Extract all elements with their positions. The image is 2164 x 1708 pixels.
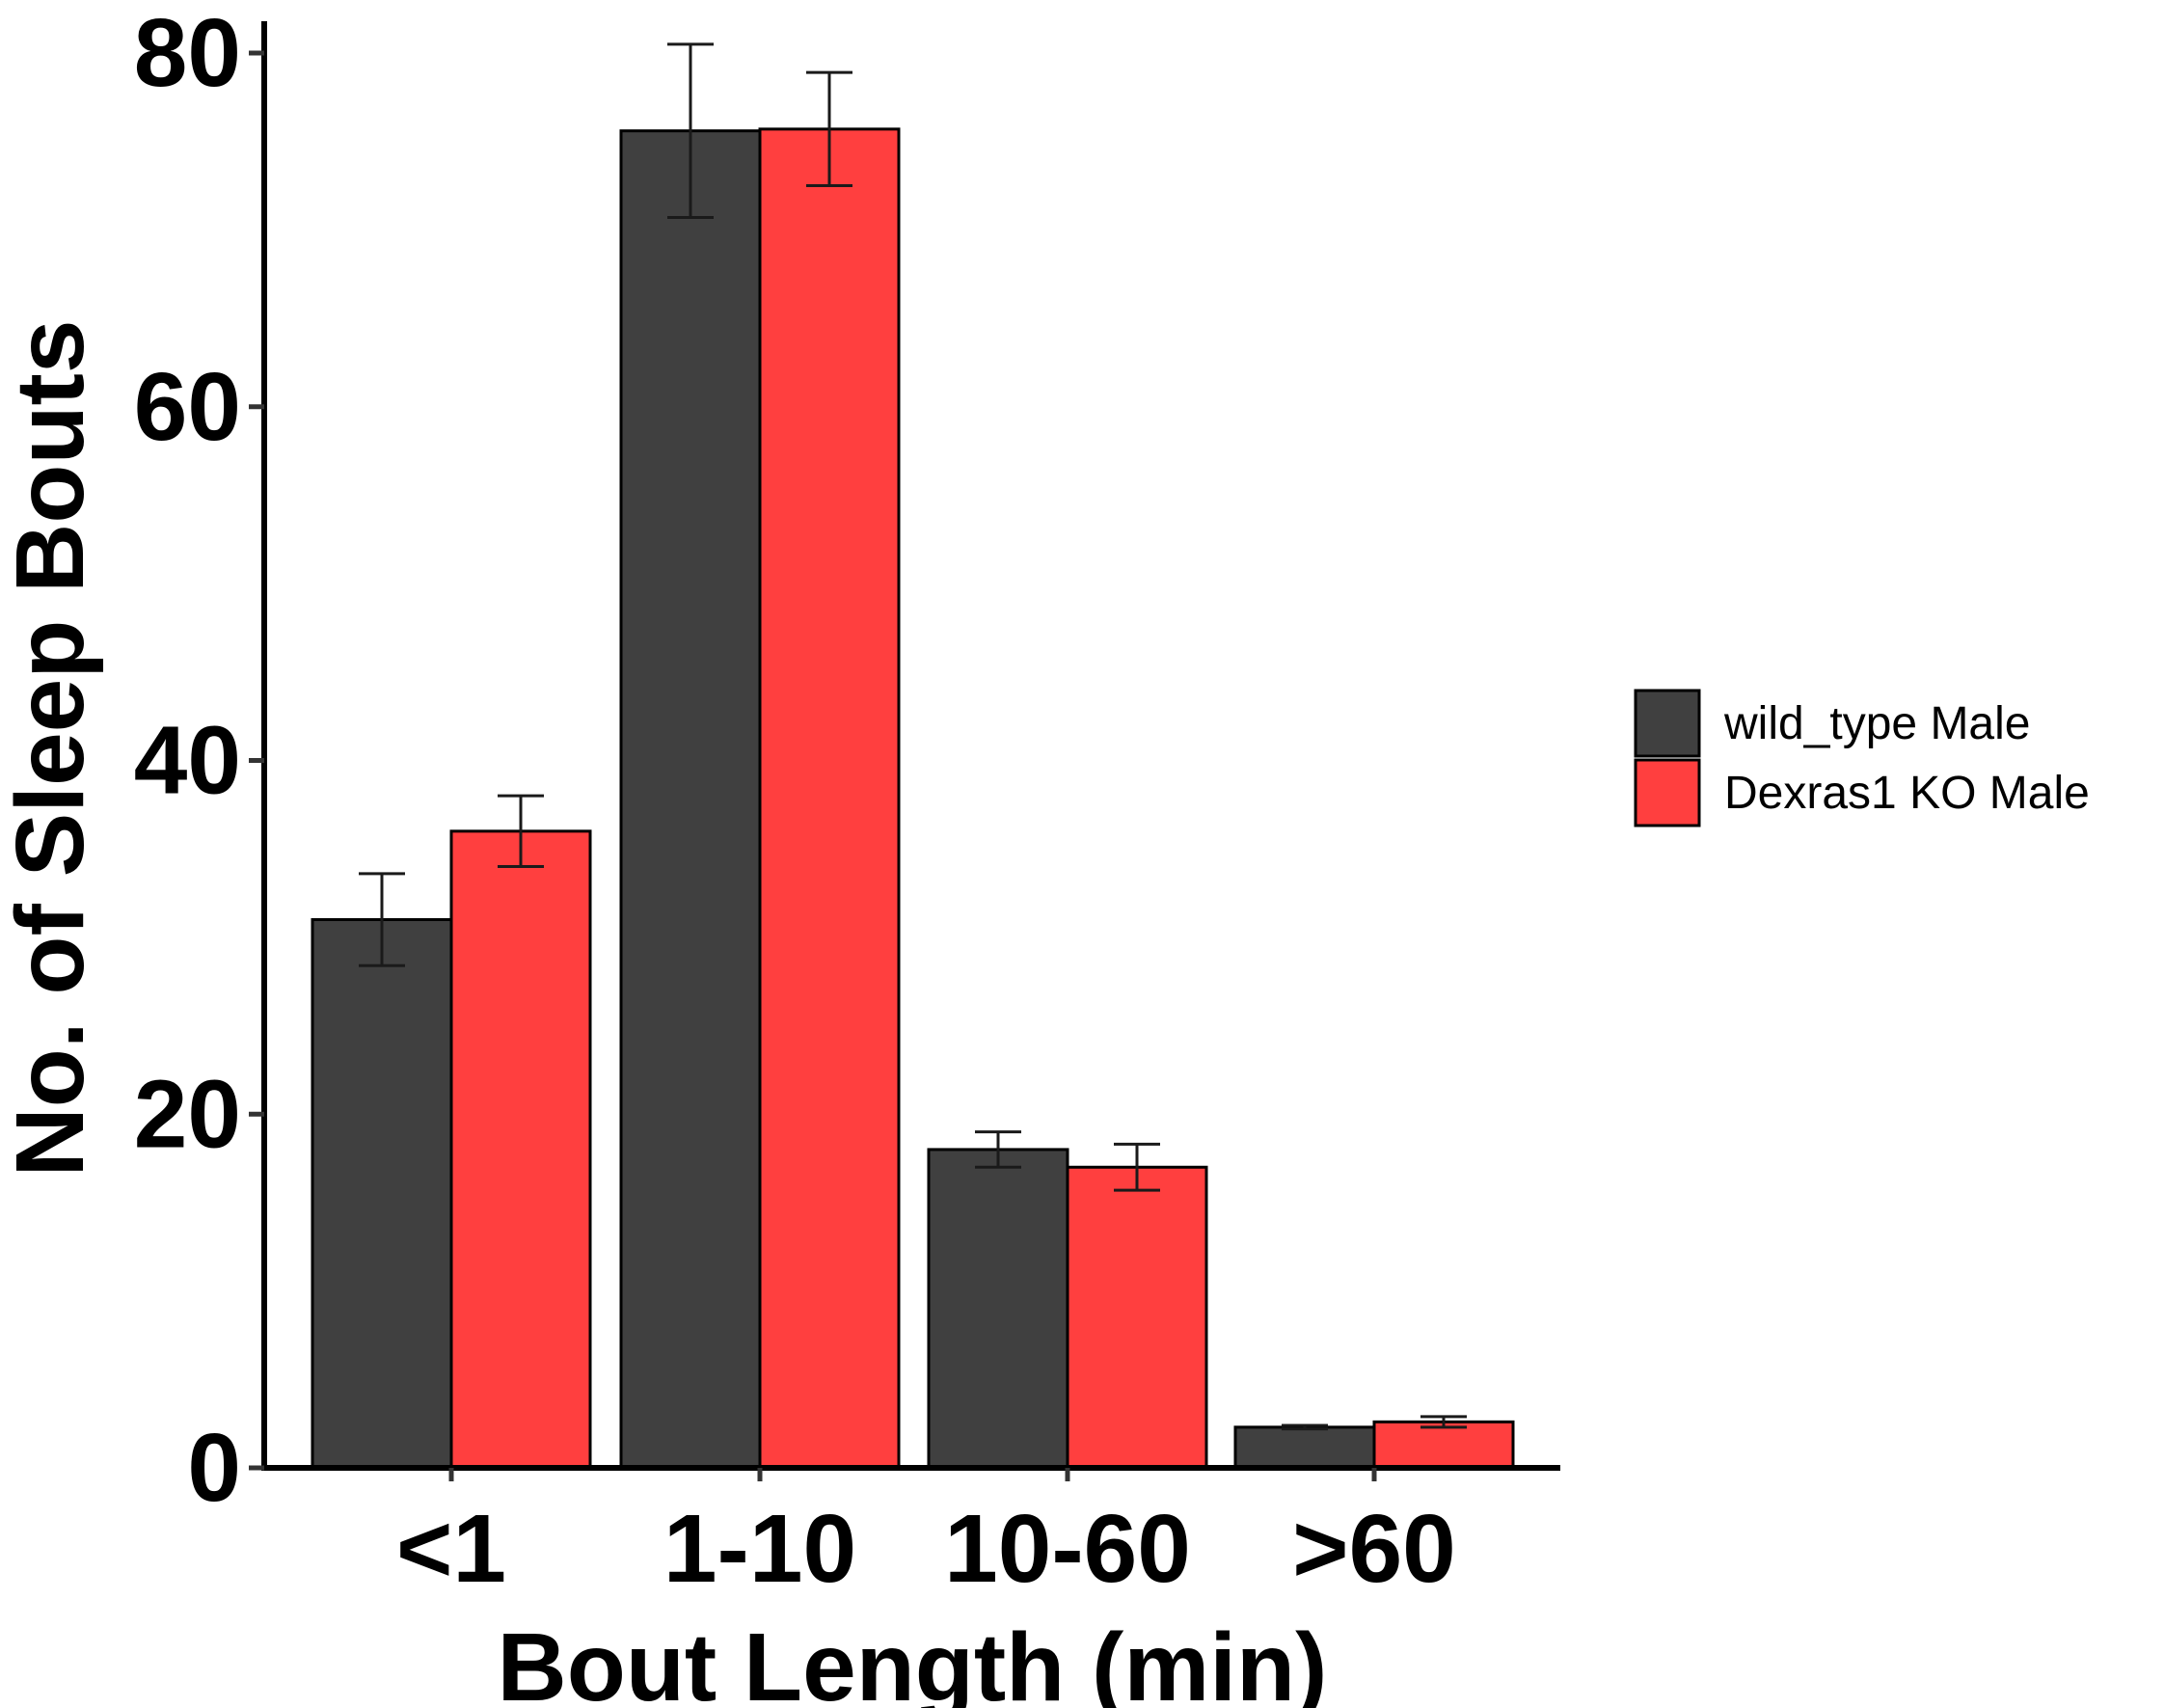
bars-layer — [311, 127, 1515, 1470]
error-bar-dexras1-ko-2 — [1114, 1142, 1160, 1192]
error-bar-wild-type-2 — [975, 1130, 1021, 1169]
error-bar-wild-type-3 — [1282, 1423, 1328, 1431]
error-bars-layer — [359, 42, 1467, 1431]
y-tick-label-0: 0 — [187, 1414, 241, 1522]
x-tick-label-0: <1 — [396, 1495, 506, 1603]
legend-item-wild-type: wild_type Male — [1634, 689, 2030, 758]
y-tick-label-1: 20 — [134, 1060, 241, 1168]
legend-item-dexras1-ko: Dexras1 KO Male — [1634, 758, 2090, 827]
bar-dexras1-ko-2 — [1066, 1165, 1208, 1470]
y-axis-title: No. of Sleep Bouts — [0, 320, 104, 1178]
error-bar-wild-type-1 — [667, 42, 714, 220]
legend: wild_type Male Dexras1 KO Male — [1634, 689, 2090, 827]
legend-label: wild_type Male — [1723, 698, 2030, 749]
legend-label: Dexras1 KO Male — [1724, 768, 2090, 819]
x-tick-label-1: 1-10 — [663, 1495, 856, 1603]
y-tick-label-2: 40 — [134, 707, 241, 815]
error-bar-dexras1-ko-1 — [806, 70, 852, 188]
legend-swatch — [1634, 758, 1701, 827]
bar-wild-type-1 — [619, 129, 762, 1470]
error-bar-wild-type-0 — [359, 872, 405, 967]
error-bar-dexras1-ko-3 — [1420, 1415, 1467, 1429]
bar-wild-type-2 — [927, 1148, 1069, 1470]
bar-dexras1-ko-3 — [1372, 1420, 1515, 1470]
x-tick-label-3: >60 — [1292, 1495, 1456, 1603]
bar-dexras1-ko-0 — [449, 829, 592, 1470]
y-tick-label-3: 60 — [134, 353, 241, 461]
legend-swatch — [1634, 689, 1701, 758]
bar-dexras1-ko-1 — [758, 127, 901, 1470]
error-bar-dexras1-ko-0 — [498, 794, 544, 869]
ticks-layer: <1 1-10 10-60 >60 0 20 40 60 80 — [134, 0, 1456, 1603]
bar-wild-type-3 — [1233, 1425, 1376, 1470]
x-axis-title: Bout Length (min) — [498, 1613, 1328, 1708]
x-tick-label-2: 10-60 — [944, 1495, 1191, 1603]
bar-wild-type-0 — [311, 918, 453, 1470]
y-tick-label-4: 80 — [134, 0, 241, 107]
axes-layer — [261, 21, 1560, 1471]
